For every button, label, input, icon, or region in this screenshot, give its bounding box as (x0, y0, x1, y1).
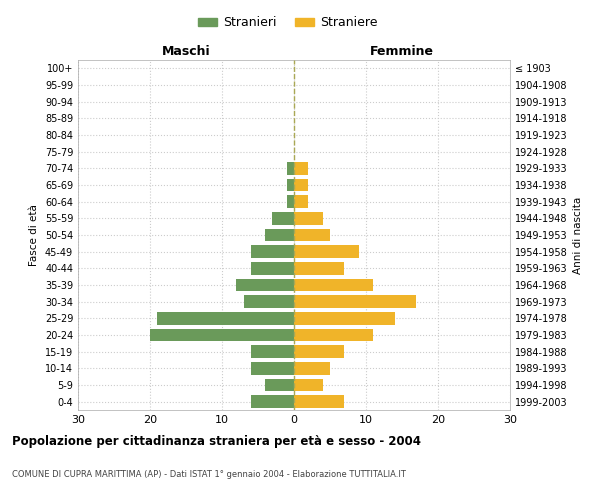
Bar (251, 246, 294, 258)
Bar (294, 246, 359, 258)
Bar (244, 296, 294, 308)
Y-axis label: Anni di nascita: Anni di nascita (573, 196, 583, 274)
Text: Femmine: Femmine (370, 46, 434, 59)
Y-axis label: Fasce di età: Fasce di età (29, 204, 39, 266)
Bar (157, 312, 294, 324)
Bar (251, 362, 294, 374)
Bar (287, 162, 294, 174)
Bar (294, 196, 308, 208)
Bar (294, 312, 395, 324)
Bar (294, 362, 330, 374)
Text: Popolazione per cittadinanza straniera per età e sesso - 2004: Popolazione per cittadinanza straniera p… (12, 435, 421, 448)
Legend: Stranieri, Straniere: Stranieri, Straniere (193, 11, 383, 34)
Bar (265, 229, 294, 241)
Bar (251, 346, 294, 358)
Bar (294, 212, 323, 224)
Bar (294, 346, 344, 358)
Bar (294, 162, 308, 174)
Bar (272, 212, 294, 224)
Bar (150, 329, 294, 341)
Bar (251, 262, 294, 274)
Bar (265, 379, 294, 391)
Bar (294, 379, 323, 391)
Bar (287, 196, 294, 208)
Bar (294, 229, 330, 241)
Bar (294, 279, 373, 291)
Bar (294, 296, 416, 308)
Text: Maschi: Maschi (161, 46, 211, 59)
Bar (294, 329, 373, 341)
Bar (236, 279, 294, 291)
Bar (251, 396, 294, 408)
Bar (294, 179, 308, 192)
Bar (287, 179, 294, 192)
Text: COMUNE DI CUPRA MARITTIMA (AP) - Dati ISTAT 1° gennaio 2004 - Elaborazione TUTTI: COMUNE DI CUPRA MARITTIMA (AP) - Dati IS… (12, 470, 406, 479)
Bar (294, 396, 344, 408)
Bar (294, 262, 344, 274)
